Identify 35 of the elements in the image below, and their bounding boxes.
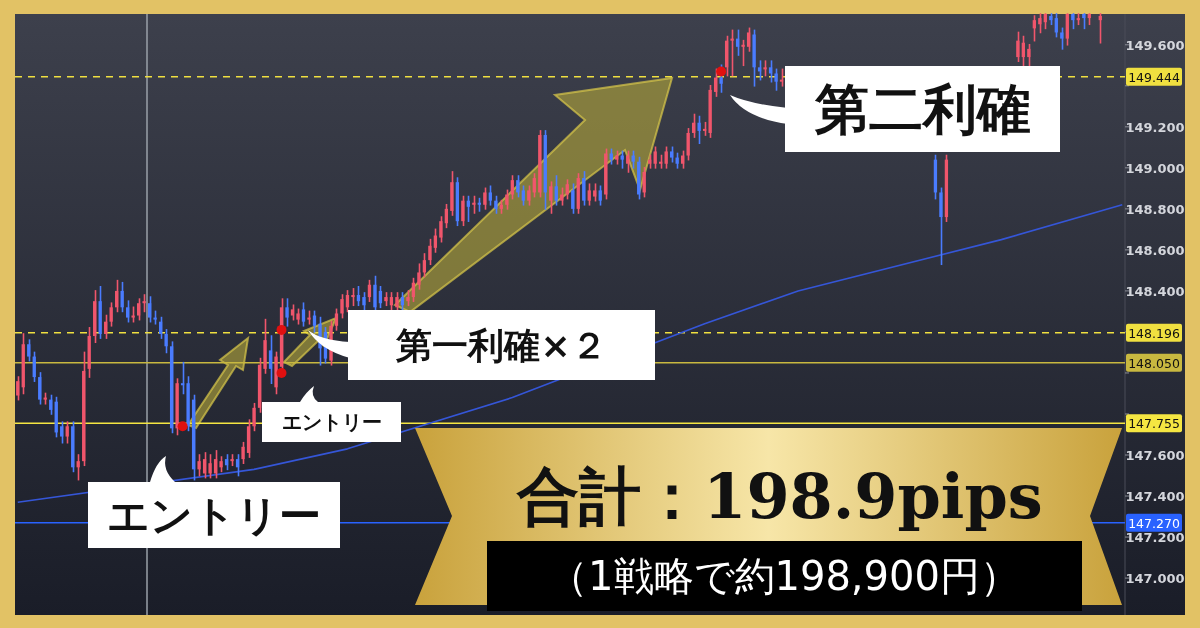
annotation: 合計：198.9pips bbox=[516, 460, 1043, 533]
candlestick bbox=[719, 64, 723, 93]
y-tick-label: 149.600 bbox=[1125, 37, 1185, 53]
point bbox=[276, 367, 287, 378]
y-tick-label: 148.400 bbox=[1125, 283, 1185, 299]
point bbox=[716, 66, 727, 77]
candlestick bbox=[708, 84, 712, 138]
candlestick bbox=[417, 263, 421, 290]
candlestick bbox=[439, 216, 443, 243]
y-tick-label: 147.400 bbox=[1125, 489, 1185, 505]
candlestick bbox=[285, 298, 289, 327]
annotation: 第一利確×２ bbox=[395, 324, 607, 366]
candlestick bbox=[450, 171, 454, 216]
annotation: 第二利確 bbox=[813, 78, 1031, 142]
candlestick bbox=[263, 318, 267, 374]
point bbox=[177, 421, 188, 432]
candlestick bbox=[686, 128, 690, 161]
y-tick-label: 147.000 bbox=[1125, 571, 1185, 587]
y-tick-label: 149.000 bbox=[1125, 160, 1185, 176]
y-tick-label: 148.800 bbox=[1125, 201, 1185, 217]
ref-line-label: 147.270 bbox=[1128, 515, 1180, 531]
y-tick-label: 149.200 bbox=[1125, 119, 1185, 135]
annotation: （1戦略で約198,900円） bbox=[548, 553, 1020, 599]
candlestick bbox=[774, 68, 778, 91]
ref-line-label: 149.444 bbox=[1128, 69, 1180, 85]
annotation: エントリー bbox=[281, 410, 382, 435]
ref-line-label: 147.755 bbox=[1128, 416, 1180, 432]
y-tick-label: 148.600 bbox=[1125, 242, 1185, 258]
y-tick-label: 147.600 bbox=[1125, 448, 1185, 464]
candlestick bbox=[939, 187, 943, 266]
ref-line-label: 148.050 bbox=[1128, 355, 1180, 371]
y-tick-label: 147.200 bbox=[1125, 530, 1185, 546]
point bbox=[276, 324, 287, 335]
annotation: エントリー bbox=[107, 491, 321, 541]
ref-line-label: 148.196 bbox=[1128, 325, 1180, 341]
